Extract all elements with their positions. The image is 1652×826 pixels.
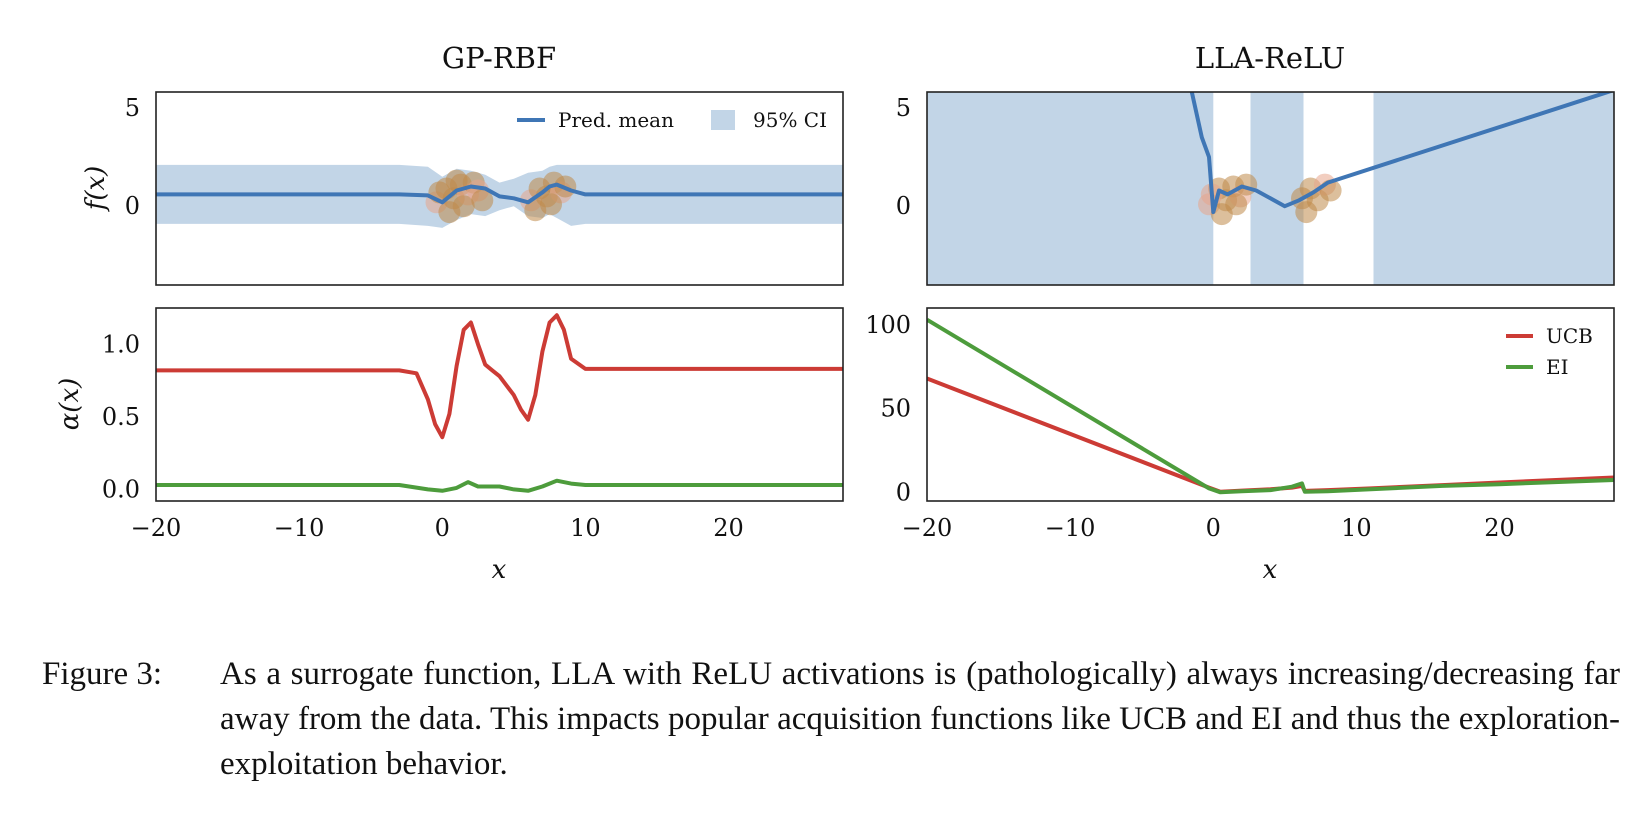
legend-ci-swatch bbox=[711, 110, 735, 130]
lla-relu-function-panel bbox=[927, 92, 1614, 285]
ucb-line bbox=[927, 376, 1614, 494]
y-tick-label: 5 bbox=[896, 94, 911, 122]
pred-mean-line bbox=[1189, 92, 1614, 215]
y-tick-label: 0.0 bbox=[102, 475, 140, 503]
legend-ei-label: EI bbox=[1546, 355, 1569, 379]
legend-pred-mean-label: Pred. mean bbox=[558, 108, 674, 132]
panel-title-gp-rbf: GP-RBF bbox=[442, 41, 556, 75]
x-tick-label: 20 bbox=[713, 514, 744, 542]
x-tick-label: 10 bbox=[570, 514, 601, 542]
y-axis-label-f: f(x) bbox=[81, 166, 111, 213]
y-tick-label: 5 bbox=[125, 94, 140, 122]
legend-ci-label: 95% CI bbox=[753, 108, 827, 132]
data-point bbox=[452, 195, 475, 218]
ci-band bbox=[927, 92, 1214, 285]
data-point bbox=[445, 169, 468, 192]
x-tick-label: −20 bbox=[902, 514, 953, 542]
y-tick-label: 50 bbox=[880, 395, 911, 423]
x-tick-label: 20 bbox=[1484, 514, 1515, 542]
x-tick-label: 0 bbox=[1206, 514, 1221, 542]
ei-line bbox=[927, 317, 1614, 495]
caption-label: Figure 3: bbox=[42, 656, 163, 692]
gp-rbf-acquisition-panel bbox=[156, 313, 843, 493]
caption-text: As a surrogate function, LLA with ReLU a… bbox=[220, 656, 1620, 782]
data-point bbox=[1235, 173, 1258, 196]
plot-frame-gp-rbf-top bbox=[155, 91, 844, 286]
plot-frame-lla-relu-top bbox=[926, 91, 1615, 286]
x-tick-label: 0 bbox=[435, 514, 450, 542]
plot-frame-lla-relu-bottom bbox=[926, 307, 1615, 502]
x-axis-label-left: x bbox=[492, 555, 507, 585]
plot-frame-gp-rbf-bottom bbox=[155, 307, 844, 502]
ei-line bbox=[156, 478, 843, 493]
y-tick-label: 0 bbox=[125, 192, 140, 220]
x-axis-label-right: x bbox=[1263, 555, 1278, 585]
data-point bbox=[1295, 201, 1318, 224]
data-point bbox=[471, 189, 494, 212]
ucb-line bbox=[156, 313, 843, 440]
y-tick-label: 0 bbox=[896, 479, 911, 507]
x-tick-label: −10 bbox=[1045, 514, 1096, 542]
y-tick-label: 0 bbox=[896, 192, 911, 220]
pred-mean-line bbox=[156, 182, 843, 205]
y-tick-label: 100 bbox=[865, 311, 911, 339]
gp-rbf-function-panel bbox=[156, 164, 843, 228]
x-tick-label: −10 bbox=[274, 514, 325, 542]
data-point bbox=[540, 193, 562, 216]
legend-ucb-label: UCB bbox=[1546, 324, 1593, 348]
legend-bottom: UCB EI bbox=[1506, 324, 1593, 379]
legend-top: Pred. mean 95% CI bbox=[517, 108, 827, 132]
ci-band bbox=[1250, 92, 1304, 285]
data-point bbox=[1225, 193, 1248, 216]
lla-relu-acquisition-panel bbox=[927, 317, 1614, 495]
y-tick-label: 0.5 bbox=[102, 403, 140, 431]
panel-title-lla-relu: LLA-ReLU bbox=[1195, 41, 1345, 75]
x-tick-label: 10 bbox=[1341, 514, 1372, 542]
x-tick-label: −20 bbox=[131, 514, 182, 542]
y-tick-label: 1.0 bbox=[102, 330, 140, 358]
ci-band bbox=[1373, 92, 1614, 285]
y-axis-label-alpha: α(x) bbox=[55, 378, 85, 431]
